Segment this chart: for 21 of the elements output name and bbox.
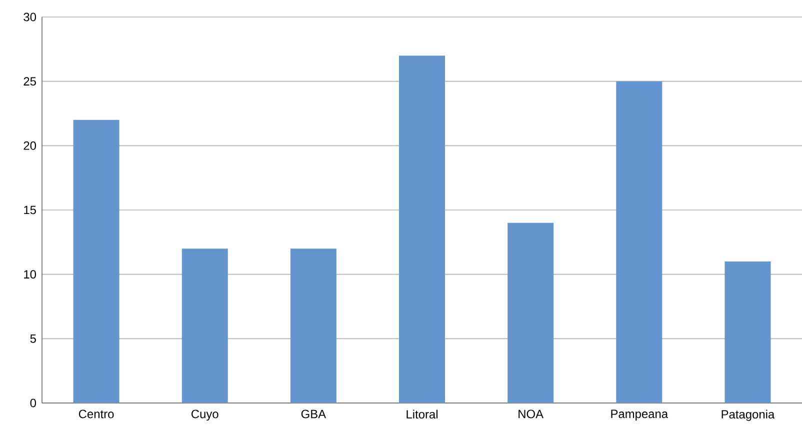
bar — [399, 56, 446, 403]
bar — [73, 120, 120, 403]
x-tick-label: Litoral — [406, 410, 438, 419]
bar — [182, 248, 228, 403]
y-tick-label: 0 — [30, 398, 36, 408]
bar — [616, 81, 662, 403]
x-tick-label: Centro — [78, 410, 114, 418]
bar — [724, 261, 771, 403]
y-tick-label: 10 — [24, 270, 36, 279]
y-tick-label: 5 — [30, 334, 36, 343]
y-tick-label: 20 — [24, 141, 36, 150]
y-tick-label: 30 — [24, 12, 36, 22]
y-tick-label: 25 — [24, 77, 36, 86]
x-tick-label: Cuyo — [192, 410, 218, 421]
y-tick-label: 15 — [24, 206, 36, 214]
bar — [508, 222, 554, 403]
x-tick-label: Pampeana — [611, 410, 668, 420]
x-tick-label: Patagonia — [722, 410, 775, 421]
x-tick-label: GBA — [301, 410, 326, 418]
x-tick-label: NOA — [518, 410, 544, 418]
bar — [290, 248, 336, 403]
